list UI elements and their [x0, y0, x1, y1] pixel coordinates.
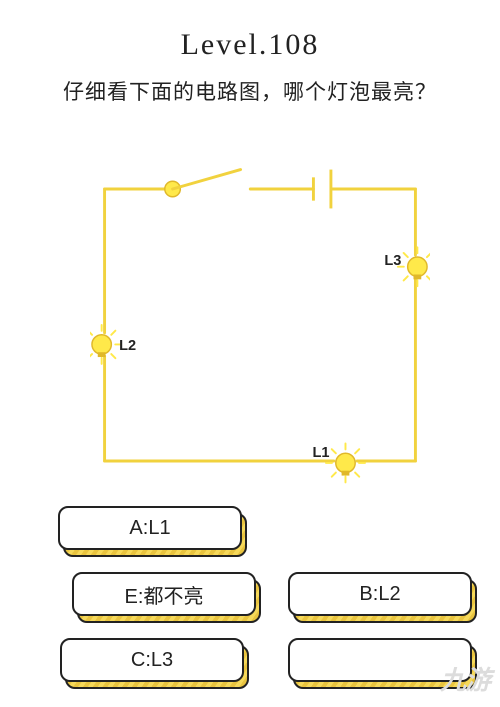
svg-text:L3: L3	[384, 253, 401, 269]
svg-text:L2: L2	[119, 338, 136, 354]
answer-c-label[interactable]: C:L3	[60, 638, 244, 682]
question-text: 仔细看下面的电路图，哪个灯泡最亮？	[0, 62, 500, 106]
answer-c-button[interactable]: C:L3	[60, 638, 244, 682]
circuit-svg: L2 L1 L3	[90, 155, 430, 495]
circuit-diagram: L2 L1 L3	[90, 155, 410, 485]
answer-e-button[interactable]: E:都不亮	[72, 572, 256, 616]
bulb-l2: L2	[90, 325, 136, 364]
answer-e-label[interactable]: E:都不亮	[72, 572, 256, 616]
watermark: 九游	[440, 660, 490, 697]
answer-a-label[interactable]: A:L1	[58, 506, 242, 550]
level-title: Level.108	[0, 0, 500, 62]
answer-a-button[interactable]: A:L1	[58, 506, 242, 550]
answer-b-label[interactable]: B:L2	[288, 572, 472, 616]
svg-text:L1: L1	[312, 445, 329, 461]
bulb-l3: L3	[384, 247, 430, 286]
answer-b-button[interactable]: B:L2	[288, 572, 472, 616]
bulb-l1: L1	[312, 444, 364, 483]
